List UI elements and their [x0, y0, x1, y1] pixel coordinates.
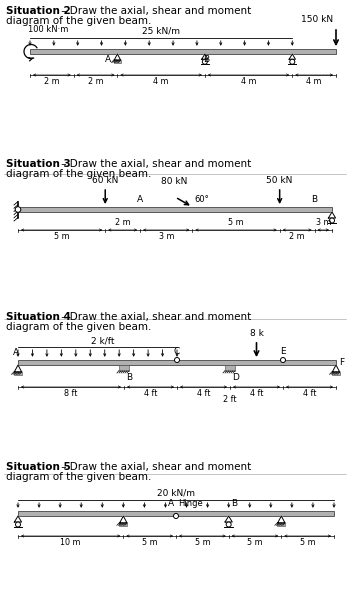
Bar [119, 523, 127, 526]
Text: 5 m: 5 m [142, 538, 158, 547]
Text: 4 ft: 4 ft [250, 389, 263, 398]
Text: 4 m: 4 m [241, 77, 256, 86]
Polygon shape [332, 365, 340, 372]
Text: 60 kN: 60 kN [92, 176, 118, 185]
Text: Situation 3: Situation 3 [6, 159, 71, 169]
Text: 4 m: 4 m [153, 77, 169, 86]
Text: diagram of the given beam.: diagram of the given beam. [6, 472, 151, 482]
Circle shape [290, 59, 295, 64]
Text: – Draw the axial, shear and moment: – Draw the axial, shear and moment [58, 462, 251, 472]
Text: B: B [231, 499, 237, 508]
Text: – Draw the axial, shear and moment: – Draw the axial, shear and moment [58, 159, 251, 169]
Text: diagram of the given beam.: diagram of the given beam. [6, 169, 151, 179]
Text: 50 kN: 50 kN [266, 176, 293, 185]
Text: 4 ft: 4 ft [197, 389, 210, 398]
Text: A: A [168, 499, 174, 508]
Text: – Draw the axial, shear and moment: – Draw the axial, shear and moment [58, 312, 251, 322]
Bar [277, 523, 285, 526]
Text: 2 m: 2 m [44, 77, 60, 86]
Text: B: B [312, 195, 317, 204]
Text: 5 m: 5 m [247, 538, 263, 547]
Bar [114, 60, 121, 63]
Circle shape [15, 207, 21, 212]
Text: F: F [339, 358, 344, 367]
Text: diagram of the given beam.: diagram of the given beam. [6, 16, 151, 26]
Text: Situation 2: Situation 2 [6, 6, 71, 16]
Polygon shape [278, 516, 285, 523]
Text: 2 m: 2 m [88, 77, 103, 86]
Text: 5 m: 5 m [54, 232, 69, 241]
Text: 4 m: 4 m [306, 77, 322, 86]
Text: 20 kN/m: 20 kN/m [157, 489, 195, 498]
Polygon shape [120, 516, 127, 523]
Text: 2 k/ft: 2 k/ft [91, 336, 114, 345]
Bar [332, 372, 340, 375]
Text: Situation 4: Situation 4 [6, 312, 71, 322]
Circle shape [202, 59, 207, 64]
Circle shape [226, 522, 231, 527]
Text: diagram of the given beam.: diagram of the given beam. [6, 322, 151, 332]
Text: 100 kN·m: 100 kN·m [28, 25, 68, 34]
Text: E: E [280, 347, 286, 356]
Text: Hinge: Hinge [178, 499, 203, 508]
Polygon shape [14, 516, 22, 522]
Polygon shape [328, 212, 336, 218]
Text: 2 m: 2 m [289, 232, 305, 241]
Text: A: A [13, 348, 19, 357]
Circle shape [329, 218, 335, 223]
Text: A: A [137, 195, 143, 204]
Text: A: A [105, 55, 112, 64]
Text: 5 m: 5 m [195, 538, 210, 547]
Text: 3 m: 3 m [316, 218, 331, 227]
Text: 25 kN/m: 25 kN/m [142, 27, 180, 36]
Bar [225, 365, 235, 370]
Bar [30, 49, 336, 54]
Circle shape [175, 357, 180, 362]
Bar [119, 365, 129, 370]
Text: 60°: 60° [195, 195, 209, 203]
Polygon shape [289, 54, 295, 59]
Text: 5 m: 5 m [300, 538, 315, 547]
Text: C: C [174, 347, 180, 356]
Text: Situation 5: Situation 5 [6, 462, 71, 472]
Bar [18, 207, 332, 212]
Text: B: B [203, 55, 209, 64]
Text: – Draw the axial, shear and moment: – Draw the axial, shear and moment [58, 6, 251, 16]
Circle shape [15, 522, 21, 527]
Text: 80 kN: 80 kN [161, 177, 188, 186]
Text: 150 kN: 150 kN [301, 15, 333, 24]
Polygon shape [202, 54, 208, 59]
Polygon shape [225, 516, 232, 522]
Text: 4 ft: 4 ft [144, 389, 157, 398]
Text: B: B [126, 373, 132, 382]
Text: D: D [232, 373, 239, 382]
Bar [14, 372, 22, 375]
Text: 2 m: 2 m [115, 218, 131, 227]
Polygon shape [114, 54, 121, 60]
Text: 8 k: 8 k [250, 329, 264, 338]
Circle shape [280, 357, 286, 362]
Text: 10 m: 10 m [61, 538, 81, 547]
Bar [18, 511, 334, 516]
Bar [18, 360, 336, 365]
Text: 4 ft: 4 ft [303, 389, 316, 398]
Text: 3 m: 3 m [159, 232, 174, 241]
Text: 5 m: 5 m [228, 218, 244, 227]
Circle shape [174, 513, 178, 518]
Polygon shape [14, 365, 22, 372]
Text: 8 ft: 8 ft [64, 389, 78, 398]
Text: 2 ft: 2 ft [223, 395, 237, 404]
